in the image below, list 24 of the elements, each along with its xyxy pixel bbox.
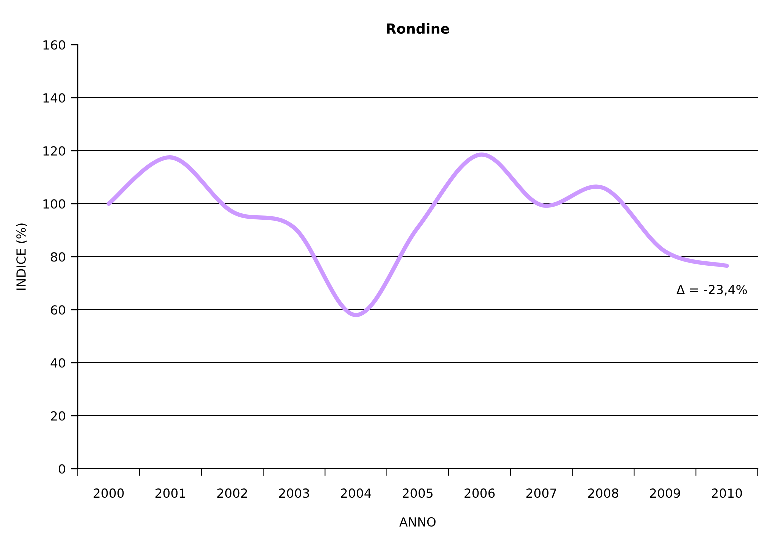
x-tick-label: 2002 (218, 488, 248, 498)
x-tick-label: 2008 (588, 488, 619, 498)
y-tick-label: 40 (50, 358, 66, 368)
y-axis-title: INDICE (%) (16, 224, 28, 290)
y-tick-label: 120 (44, 146, 66, 156)
y-tick-label: 60 (51, 305, 66, 315)
x-tick-label: 2006 (464, 488, 495, 498)
chart-title: Rondine (387, 23, 450, 34)
x-tick-label: 2003 (279, 488, 310, 498)
annotation: Δ = -23,4% (676, 285, 748, 296)
y-tick-label: 140 (44, 93, 66, 103)
x-tick-label: 2007 (526, 488, 556, 498)
x-tick-label: 2001 (156, 488, 186, 498)
y-tick-label: 100 (44, 199, 66, 209)
x-tick-label: 2009 (650, 488, 680, 498)
y-tick-label: 0 (59, 464, 66, 474)
y-tick-label: 160 (44, 40, 66, 50)
x-tick-label: 2010 (712, 488, 742, 498)
x-axis-title: ANNO (400, 517, 436, 527)
y-tick-label: 20 (51, 411, 66, 421)
x-tick-label: 2005 (403, 488, 433, 498)
x-tick-label: 2004 (341, 488, 372, 498)
x-tick-label: 2000 (94, 488, 124, 498)
y-tick-label: 80 (51, 252, 66, 262)
